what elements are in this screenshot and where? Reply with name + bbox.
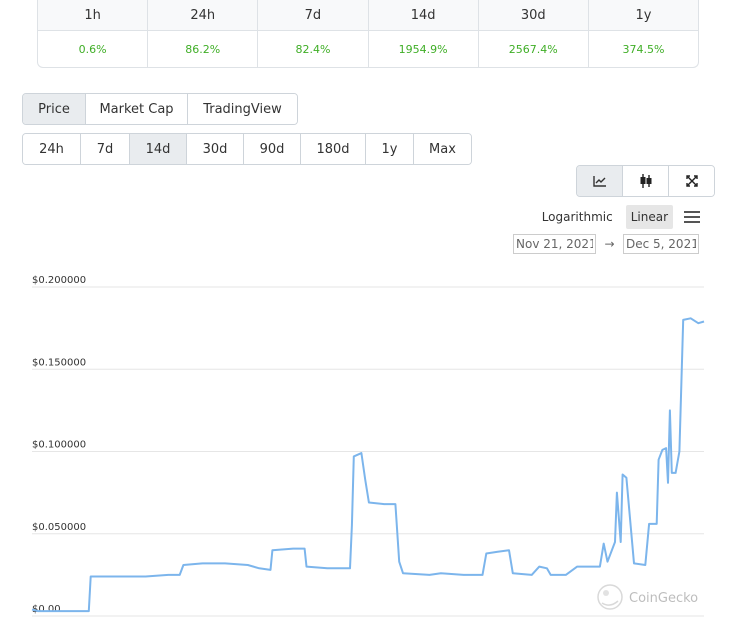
logarithmic-button[interactable]: Logarithmic [541,210,613,224]
line-chart-icon [592,176,606,187]
date-from-input[interactable] [513,234,596,254]
period-header-7d: 7d [257,0,367,30]
chart-grid [32,286,704,617]
change-value-7d: 82.4% [257,31,367,67]
chart-type-tabs: Price Market Cap TradingView [22,93,298,125]
y-tick-label: $0.100000 [32,440,86,451]
chart-view-buttons [576,165,715,197]
range-24h[interactable]: 24h [23,134,80,164]
range-90d[interactable]: 90d [243,134,300,164]
watermark-text: CoinGecko [629,591,698,606]
range-14d[interactable]: 14d [129,134,186,164]
y-tick-label: $0.150000 [32,357,86,368]
date-to-input[interactable] [623,234,699,254]
scale-toggle: Logarithmic Linear [529,205,701,229]
tab-price[interactable]: Price [23,94,85,124]
coingecko-watermark: CoinGecko [597,584,698,610]
candlestick-icon [640,174,651,188]
range-max[interactable]: Max [413,134,471,164]
period-header-14d: 14d [367,0,478,30]
date-range-arrow: → [604,237,615,251]
price-change-table: 1h 24h 7d 14d 30d 1y 0.6% 86.2% 82.4% 19… [37,0,699,68]
period-header-1h: 1h [84,7,101,23]
price-chart: $0.00 $0.050000 $0.100000 $0.150000 $0.20000… [31,275,705,617]
candlestick-chart-button[interactable] [622,166,668,196]
fullscreen-icon [685,175,698,187]
price-change-value-row: 0.6% 86.2% 82.4% 1954.9% 2567.4% 374.5% [38,31,698,67]
hamburger-menu-icon[interactable] [683,209,701,225]
y-tick-label: $0.00 [32,604,61,615]
fullscreen-button[interactable] [668,166,714,196]
tab-market-cap[interactable]: Market Cap [85,94,187,124]
period-header-1y: 1y [587,0,698,30]
change-value-30d: 2567.4% [477,31,588,67]
period-header-24h: 24h [147,0,257,30]
y-tick-label: $0.050000 [32,522,86,533]
change-value-24h: 86.2% [147,31,257,67]
range-30d[interactable]: 30d [186,134,243,164]
y-axis-labels: $0.00 $0.050000 $0.100000 $0.150000 $0.20000… [32,275,86,615]
range-7d[interactable]: 7d [80,134,129,164]
change-value-1y: 374.5% [587,31,698,67]
date-range-selector: → [513,234,699,254]
tab-tradingview[interactable]: TradingView [187,94,297,124]
y-tick-label: $0.200000 [32,275,86,286]
change-value-14d: 1954.9% [367,31,478,67]
price-series-line [31,317,705,613]
time-range-tabs: 24h 7d 14d 30d 90d 180d 1y Max [22,133,472,165]
change-value-1h: 0.6% [78,42,107,56]
line-chart-button[interactable] [577,166,622,196]
price-change-header-row: 1h 24h 7d 14d 30d 1y [38,0,698,31]
range-180d[interactable]: 180d [300,134,365,164]
linear-button[interactable]: Linear [625,205,673,229]
range-1y[interactable]: 1y [365,134,413,164]
period-header-30d: 30d [477,0,588,30]
